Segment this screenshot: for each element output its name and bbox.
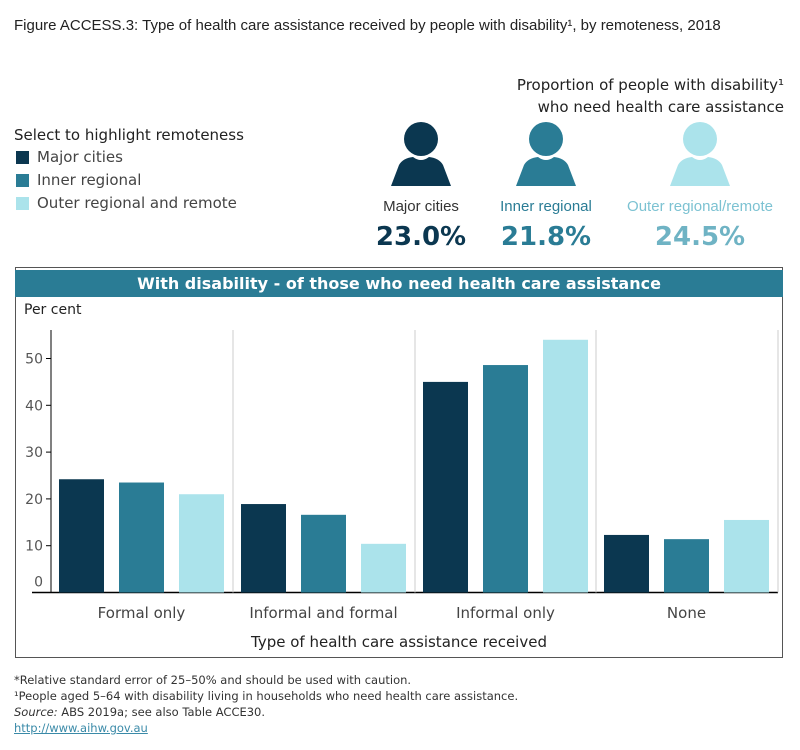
proportion-value: 23.0%	[375, 222, 467, 252]
bar[interactable]	[543, 339, 588, 593]
x-axis-title: Type of health care assistance received	[251, 633, 547, 651]
source-note: Source: ABS 2019a; see also Table ACCE30…	[14, 705, 265, 719]
y-axis-label: Per cent	[24, 302, 82, 318]
legend-label: Inner regional	[37, 171, 142, 189]
y-tick-label: 50	[25, 352, 43, 368]
chart-frame	[15, 267, 783, 658]
bar[interactable]	[664, 539, 709, 593]
source-text: ABS 2019a; see also Table ACCE30.	[57, 705, 266, 719]
footnote-1: ¹People aged 5–64 with disability living…	[14, 689, 519, 703]
person-icon	[516, 122, 576, 186]
bar[interactable]	[361, 543, 406, 593]
y-tick-label: 20	[25, 492, 43, 508]
person-icon	[391, 122, 451, 186]
proportion-label: Inner regional	[500, 198, 592, 215]
legend-item-outer-regional[interactable]: Outer regional and remote	[16, 194, 237, 212]
y-tick-label: 30	[25, 445, 43, 461]
legend-item-major-cities[interactable]: Major cities	[16, 148, 123, 166]
proportion-label: Major cities	[383, 198, 459, 215]
bar[interactable]	[724, 519, 769, 593]
y-tick-label: 0	[34, 575, 43, 591]
bar[interactable]	[301, 514, 346, 593]
x-tick-label: Informal only	[456, 604, 555, 622]
source-label: Source:	[14, 705, 58, 719]
proportion-title-line1: Proportion of people with disability¹	[516, 76, 784, 94]
person-icon	[670, 122, 730, 186]
bar[interactable]	[423, 381, 468, 593]
x-tick-label: Informal and formal	[249, 604, 397, 622]
chart-title: With disability - of those who need heal…	[15, 270, 783, 297]
proportion-value: 21.8%	[500, 222, 592, 252]
legend-title: Select to highlight remoteness	[14, 126, 244, 144]
y-tick-label: 40	[25, 398, 43, 414]
proportion-value: 24.5%	[654, 222, 746, 252]
x-tick-label: Formal only	[98, 604, 186, 622]
proportion-title: Proportion of people with disability¹ wh…	[517, 74, 784, 118]
bar[interactable]	[483, 365, 528, 593]
proportion-label: Outer regional/remote	[627, 198, 773, 215]
y-tick-label: 10	[25, 539, 43, 555]
bar[interactable]	[119, 482, 164, 593]
footnote-rse: *Relative standard error of 25–50% and s…	[14, 673, 412, 687]
bar[interactable]	[179, 494, 224, 593]
bar[interactable]	[59, 479, 104, 593]
bar[interactable]	[241, 504, 286, 593]
legend-item-inner-regional[interactable]: Inner regional	[16, 171, 141, 189]
legend-swatch	[16, 173, 29, 187]
aihw-link[interactable]: http://www.aihw.gov.au	[14, 721, 148, 735]
legend-label: Outer regional and remote	[37, 194, 237, 212]
figure-title: Figure ACCESS.3: Type of health care ass…	[14, 17, 721, 34]
legend-label: Major cities	[37, 148, 123, 166]
legend-swatch	[16, 196, 29, 210]
legend-swatch	[16, 150, 29, 164]
proportion-title-line2: who need health care assistance	[537, 98, 784, 116]
bar[interactable]	[604, 534, 649, 593]
x-tick-label: None	[667, 604, 706, 622]
